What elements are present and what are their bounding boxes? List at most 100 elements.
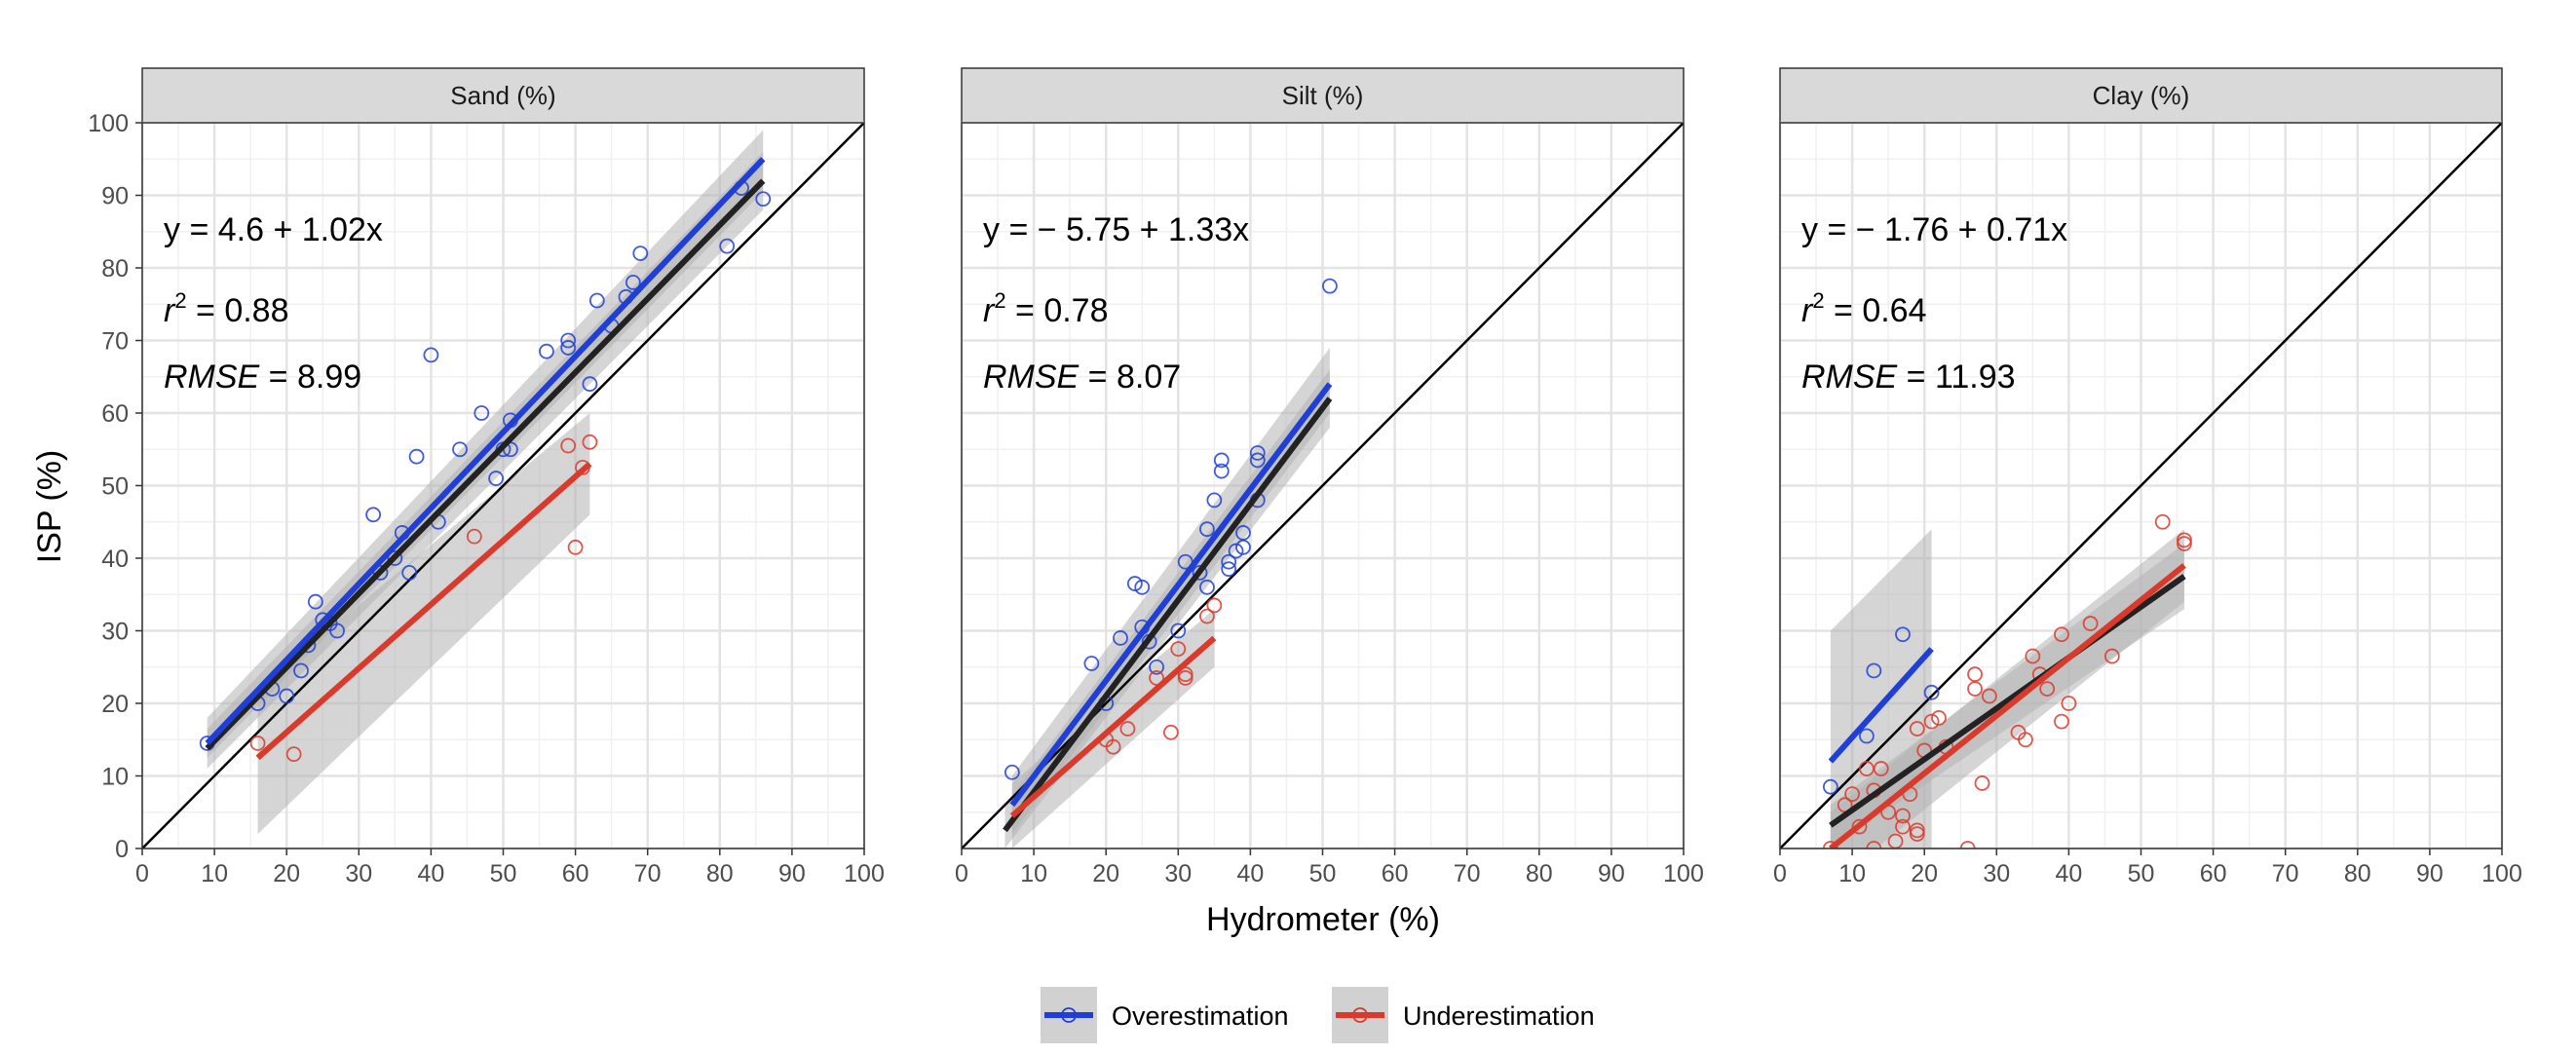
- fit-line-overestimation: [1009, 382, 1333, 808]
- data-point: [293, 662, 309, 679]
- x-tick-label: 50: [490, 860, 517, 887]
- data-point: [539, 343, 554, 359]
- data-point: [1844, 786, 1860, 803]
- data-point: [1981, 688, 1997, 704]
- y-tick-label: 60: [101, 400, 129, 428]
- x-tick-label: 60: [562, 860, 589, 887]
- data-point: [2177, 532, 2192, 548]
- x-tick-label: 30: [1164, 860, 1192, 887]
- data-point: [1134, 579, 1151, 595]
- series-overestimation: [1004, 278, 1338, 780]
- data-point: [2154, 513, 2171, 530]
- x-tick-label: 40: [1236, 860, 1264, 887]
- data-point: [1162, 724, 1179, 740]
- data-point: [1083, 656, 1100, 671]
- r-squared: r2 = 0.64: [1801, 288, 1927, 329]
- y-tick-label: 40: [101, 546, 129, 573]
- x-tick-label: 100: [1663, 860, 1704, 887]
- y-tick-label: 50: [101, 473, 129, 501]
- data-point: [1866, 841, 1882, 849]
- data-point: [1249, 452, 1266, 469]
- x-tick-label: 20: [1092, 860, 1119, 887]
- x-axis-title: Hydrometer (%): [1206, 901, 1440, 938]
- x-tick-label: 90: [778, 860, 806, 887]
- data-point: [423, 347, 439, 363]
- data-point: [285, 746, 302, 763]
- data-point: [2103, 648, 2120, 664]
- data-point: [1126, 576, 1143, 591]
- data-point: [466, 528, 482, 545]
- data-point: [2025, 648, 2041, 664]
- plot-layers: [142, 123, 864, 849]
- x-tick-label: 90: [1598, 860, 1625, 887]
- data-point: [1149, 659, 1164, 675]
- x-tick-label: 10: [1838, 860, 1866, 887]
- y-tick-label: 70: [101, 328, 129, 356]
- overall-fit-line: [1829, 574, 2186, 828]
- data-point: [632, 245, 649, 262]
- data-point: [582, 434, 598, 450]
- x-tick-label: 60: [2200, 860, 2227, 887]
- plot-layers: [962, 123, 1684, 849]
- data-point: [1895, 808, 1911, 824]
- data-point: [2054, 626, 2069, 643]
- y-tick-label: 30: [101, 619, 129, 646]
- legend-item-underestimation: Underestimation: [1332, 987, 1595, 1043]
- x-tick-label: 100: [844, 860, 885, 887]
- panel-clay: Clay (%) 0 10 20 30 40 50 60 70 80 90 100 y = − 1.76…: [1773, 67, 2522, 887]
- data-point: [582, 376, 598, 393]
- facet-strip: [961, 67, 1685, 124]
- regression-equation: y = − 1.76 + 0.71x: [1801, 211, 2067, 248]
- x-tick-label: 20: [1911, 860, 1938, 887]
- facet-title: Sand (%): [450, 81, 555, 110]
- y-tick-label: 90: [101, 183, 129, 210]
- data-point: [365, 507, 382, 523]
- facet-strip: [141, 67, 865, 124]
- data-point: [279, 688, 295, 704]
- data-point: [249, 735, 266, 751]
- data-point: [488, 471, 504, 486]
- x-tick-label: 30: [345, 860, 372, 887]
- x-tick-label: 10: [1020, 860, 1047, 887]
- data-point: [1213, 452, 1230, 469]
- y-tick-label: 100: [88, 110, 129, 137]
- data-point: [1119, 721, 1136, 736]
- data-point: [1873, 761, 1889, 776]
- legend-label: Underestimation: [1403, 1001, 1595, 1031]
- plot-layers: [1780, 123, 2502, 849]
- legend-point: [1352, 1007, 1368, 1023]
- data-point: [567, 539, 584, 555]
- identity-line: [142, 123, 864, 849]
- legend-label: Overestimation: [1112, 1001, 1289, 1031]
- data-point: [2177, 536, 2192, 551]
- data-point: [1177, 666, 1193, 683]
- data-point: [1895, 818, 1911, 835]
- fit-line-underestimation: [1828, 563, 2186, 849]
- data-point: [625, 274, 641, 290]
- data-point: [2082, 616, 2099, 631]
- data-point: [1206, 597, 1223, 614]
- x-tick-label: 70: [2272, 860, 2299, 887]
- r-squared: r2 = 0.88: [164, 288, 289, 329]
- facet-title: Clay (%): [2093, 81, 2190, 110]
- legend: Overestimation Underestimation: [1041, 987, 1595, 1043]
- data-point: [1974, 775, 1990, 791]
- x-tick-label: 0: [1773, 860, 1787, 887]
- facet-strip: [1779, 67, 2503, 124]
- data-point: [1851, 818, 1868, 835]
- data-point: [1206, 492, 1223, 509]
- data-point: [1199, 579, 1215, 595]
- data-point: [2061, 696, 2077, 711]
- fit-line-underestimation: [255, 461, 592, 761]
- rmse: RMSE = 11.93: [1801, 358, 2016, 396]
- data-point: [1923, 713, 1940, 730]
- series-underestimation: [1822, 513, 2192, 849]
- x-tick-label: 50: [2128, 860, 2155, 887]
- data-point: [2039, 681, 2056, 697]
- x-tick-label: 20: [273, 860, 300, 887]
- x-tick-label: 80: [706, 860, 734, 887]
- data-point: [452, 441, 468, 458]
- x-tick-label: 10: [201, 860, 228, 887]
- data-point: [2018, 732, 2033, 748]
